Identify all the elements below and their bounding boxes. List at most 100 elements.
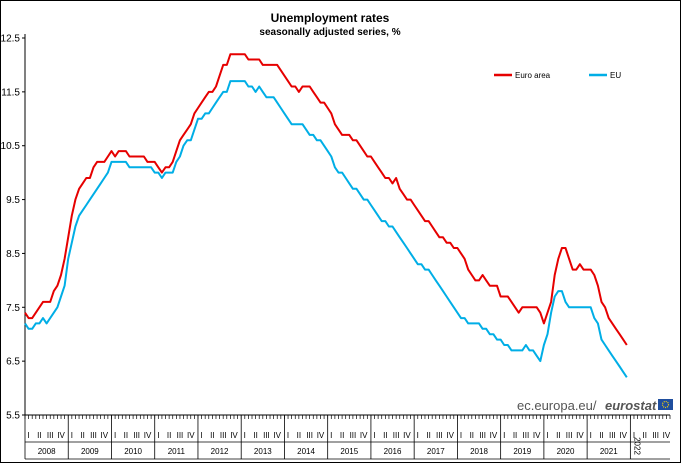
x-quarter-label: IV <box>273 431 281 440</box>
chart-title: Unemployment rates <box>271 11 390 25</box>
y-tick-label: 12.5 <box>1 34 21 45</box>
x-quarter-label: IV <box>57 431 65 440</box>
y-tick-label: 11.5 <box>1 87 20 98</box>
x-year-label: 2020 <box>557 447 575 456</box>
eu-flag-star-ring <box>661 400 670 409</box>
x-quarter-label: III <box>436 431 443 440</box>
x-quarter-label: II <box>513 431 517 440</box>
x-quarter-label: III <box>523 431 530 440</box>
x-quarter-label: IV <box>230 431 238 440</box>
legend: Euro area EU <box>494 71 621 80</box>
x-quarter-label: I <box>157 431 159 440</box>
x-quarter-label: I <box>114 431 116 440</box>
series-layer <box>24 53 628 378</box>
x-quarter-label: I <box>633 431 635 440</box>
x-quarter-label: II <box>470 431 474 440</box>
x-quarter-label: I <box>546 431 548 440</box>
x-quarter-label: II <box>37 431 41 440</box>
series-line-euro-area <box>24 53 628 346</box>
x-quarter-label: I <box>590 431 592 440</box>
x-quarter-label: III <box>47 431 54 440</box>
x-quarter-label: III <box>350 431 357 440</box>
x-quarter-label: II <box>599 431 603 440</box>
x-quarter-label: III <box>393 431 400 440</box>
x-quarter-label: III <box>609 431 616 440</box>
x-quarter-label: II <box>253 431 257 440</box>
x-quarter-label: II <box>556 431 560 440</box>
x-quarter-label: I <box>460 431 462 440</box>
x-year-label: 2012 <box>211 447 229 456</box>
x-quarter-label: IV <box>100 431 108 440</box>
x-quarter-label: III <box>133 431 140 440</box>
x-year-label: 2008 <box>38 447 56 456</box>
x-quarter-label: III <box>177 431 184 440</box>
x-quarter-label: IV <box>663 431 671 440</box>
eu-flag-icon <box>658 399 673 410</box>
series-line-eu <box>24 80 628 378</box>
x-year-label: 2022 <box>632 437 641 455</box>
y-tick-label: 10.5 <box>1 141 21 152</box>
x-quarter-label: I <box>27 431 29 440</box>
x-quarter-label: IV <box>576 431 584 440</box>
x-quarter-label: IV <box>360 431 368 440</box>
x-quarter-label: III <box>263 431 270 440</box>
x-quarter-label: II <box>297 431 301 440</box>
x-year-label: 2021 <box>600 447 618 456</box>
x-year-label: 2019 <box>513 447 531 456</box>
x-quarter-label: I <box>417 431 419 440</box>
legend-label-eu: EU <box>610 71 621 80</box>
x-quarter-label: III <box>306 431 313 440</box>
x-quarter-label: II <box>643 431 647 440</box>
x-quarter-label: III <box>220 431 227 440</box>
x-quarter-label: III <box>479 431 486 440</box>
x-quarter-label: IV <box>187 431 195 440</box>
x-quarter-label: IV <box>490 431 498 440</box>
y-tick-label: 5.5 <box>6 411 20 422</box>
x-quarter-label: I <box>244 431 246 440</box>
chart-subtitle: seasonally adjusted series, % <box>259 27 400 38</box>
x-quarter-label: I <box>200 431 202 440</box>
x-quarter-label: II <box>80 431 84 440</box>
x-year-label: 2018 <box>470 447 488 456</box>
x-year-label: 2010 <box>124 447 142 456</box>
x-quarter-label: II <box>210 431 214 440</box>
x-year-label: 2013 <box>254 447 272 456</box>
x-quarter-label: II <box>124 431 128 440</box>
x-quarter-label: I <box>503 431 505 440</box>
watermark-site: ec.europa.eu/ <box>517 398 597 413</box>
x-quarter-label: I <box>330 431 332 440</box>
x-quarter-label: I <box>373 431 375 440</box>
x-year-label: 2016 <box>384 447 402 456</box>
x-quarter-label: IV <box>317 431 325 440</box>
y-tick-label: 6.5 <box>6 357 20 368</box>
x-quarter-label: II <box>426 431 430 440</box>
x-quarter-label: IV <box>619 431 627 440</box>
y-tick-label: 7.5 <box>6 303 20 314</box>
watermark-brand: eurostat <box>605 398 657 413</box>
eurostat-watermark: ec.europa.eu/ eurostat <box>517 398 673 413</box>
x-quarter-label: II <box>340 431 344 440</box>
y-tick-label: 9.5 <box>6 195 20 206</box>
x-quarter-label: IV <box>533 431 541 440</box>
x-year-label: 2011 <box>168 447 186 456</box>
y-axis: 12.5 11.5 10.5 9.5 8.5 7.5 6.5 5.5 <box>1 34 26 422</box>
legend-label-euro-area: Euro area <box>515 71 551 80</box>
x-quarter-label: II <box>383 431 387 440</box>
x-quarter-label: IV <box>144 431 152 440</box>
x-year-label: 2014 <box>297 447 315 456</box>
x-quarter-label: III <box>566 431 573 440</box>
x-quarter-label: IV <box>403 431 411 440</box>
x-quarter-label: III <box>90 431 97 440</box>
x-quarter-label: IV <box>446 431 454 440</box>
x-quarter-label: I <box>287 431 289 440</box>
x-quarter-label: II <box>167 431 171 440</box>
x-quarter-label: III <box>652 431 659 440</box>
x-quarter-label: I <box>71 431 73 440</box>
x-year-label: 2017 <box>427 447 445 456</box>
y-tick-label: 8.5 <box>6 249 20 260</box>
x-year-label: 2015 <box>340 447 358 456</box>
x-year-label: 2009 <box>81 447 99 456</box>
